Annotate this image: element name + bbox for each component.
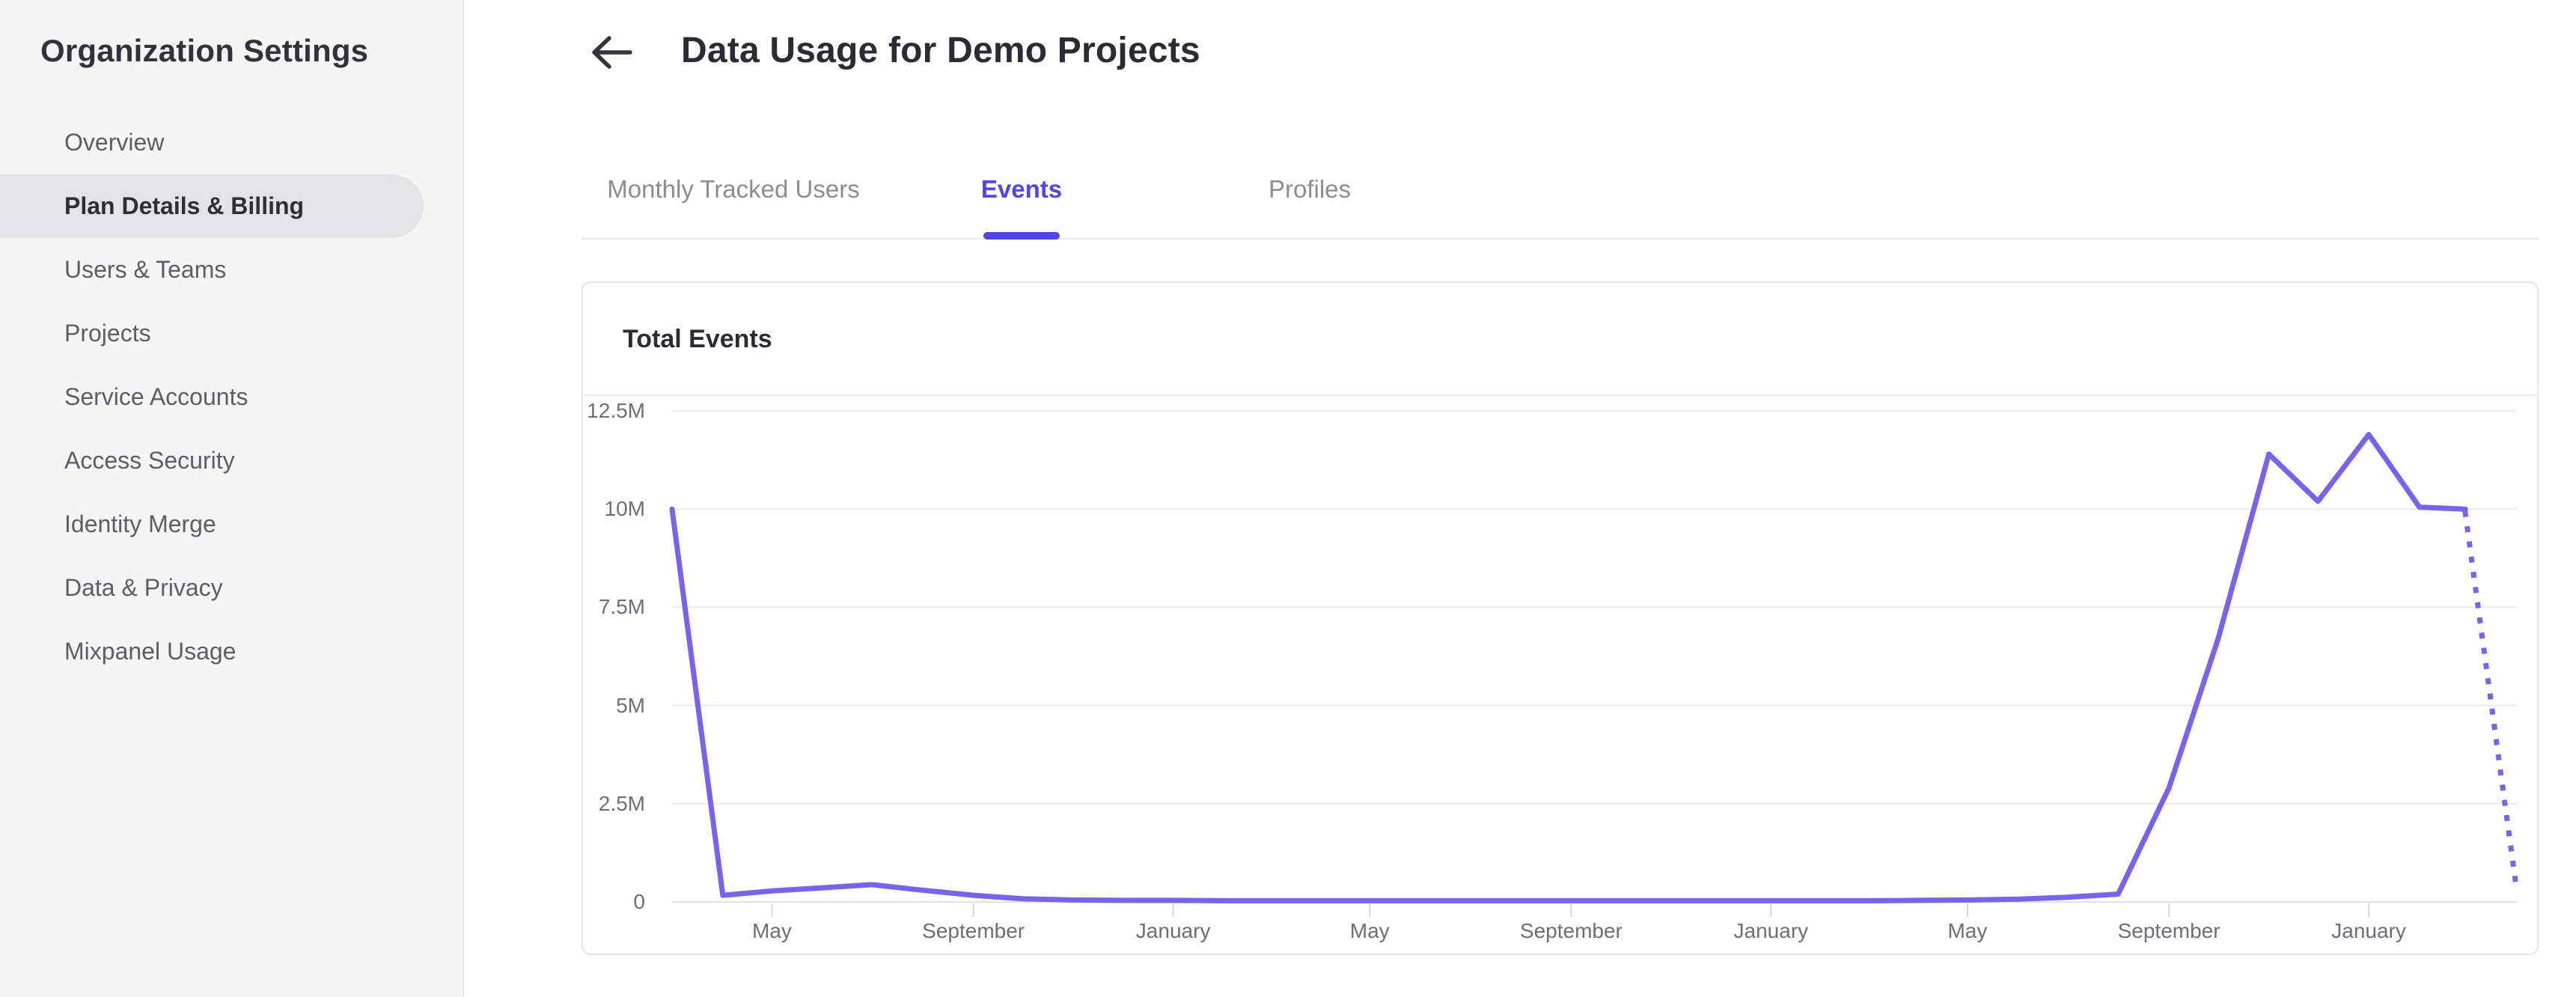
card-header-divider <box>583 394 2537 396</box>
sidebar-title: Organization Settings <box>40 33 369 68</box>
x-axis-label: May <box>752 919 792 942</box>
x-axis-label: September <box>1519 919 1623 942</box>
sidebar-item-projects[interactable]: Projects <box>64 320 151 347</box>
back-button[interactable] <box>588 31 636 73</box>
tab-events[interactable]: Events <box>887 157 1156 240</box>
sidebar-nav: Overview Plan Details & Billing Users & … <box>0 111 464 683</box>
tab-profiles[interactable]: Profiles <box>1268 175 1352 203</box>
sidebar-item-overview[interactable]: Overview <box>64 129 165 156</box>
y-axis-label: 5M <box>616 693 645 717</box>
tab-monthly-tracked-users[interactable]: Monthly Tracked Users <box>607 175 860 203</box>
x-axis-label: September <box>2117 919 2221 942</box>
x-axis-label: January <box>2331 919 2406 942</box>
tabs-bar: Monthly Tracked Users Events Profiles <box>582 157 2539 240</box>
page-title: Data Usage for Demo Projects <box>681 31 1200 70</box>
y-axis-label: 0 <box>633 890 645 913</box>
x-axis-label: May <box>1947 919 1988 942</box>
active-tab-indicator <box>983 232 1060 240</box>
x-axis-label: January <box>1135 919 1211 942</box>
x-axis-label: May <box>1349 919 1390 942</box>
y-axis-label: 12.5M <box>587 399 645 422</box>
sidebar-item-users-teams[interactable]: Users & Teams <box>64 256 227 283</box>
sidebar-item-service-accounts[interactable]: Service Accounts <box>64 383 248 410</box>
arrow-left-icon <box>592 36 632 69</box>
x-axis-label: September <box>922 919 1025 942</box>
y-axis-label: 7.5M <box>598 595 645 619</box>
sidebar-item-plan-details-billing[interactable]: Plan Details & Billing <box>0 174 464 238</box>
sidebar: Organization Settings Overview Plan Deta… <box>0 0 464 997</box>
total-events-card: Total Events <box>582 281 2539 955</box>
sidebar-item-access-security[interactable]: Access Security <box>64 447 235 474</box>
sidebar-item-mixpanel-usage[interactable]: Mixpanel Usage <box>64 638 236 665</box>
sidebar-item-identity-merge[interactable]: Identity Merge <box>64 510 216 537</box>
selected-item-pill <box>0 174 424 238</box>
y-axis-label: 10M <box>604 497 645 521</box>
y-axis-label: 2.5M <box>598 791 645 815</box>
x-axis-label: January <box>1733 919 1809 942</box>
sidebar-item-data-privacy[interactable]: Data & Privacy <box>64 574 223 601</box>
chart-title: Total Events <box>623 325 772 353</box>
